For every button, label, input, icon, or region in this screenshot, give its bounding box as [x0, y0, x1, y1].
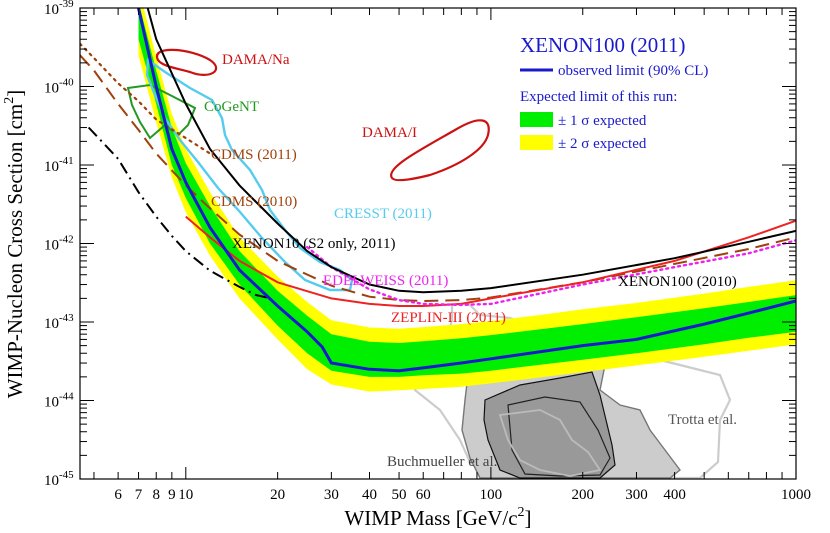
y-tick-label: 10-44: [44, 391, 74, 411]
legend-band2-label: ± 2 σ expected: [558, 136, 647, 152]
label-cogent: CoGeNT: [204, 99, 259, 115]
label-dama-na: DAMA/Na: [222, 52, 290, 68]
x-tick-label: 8: [152, 487, 160, 503]
label-zeplin: ZEPLIN-III (2011): [391, 310, 506, 326]
observed-limit-curve: [137, 8, 796, 373]
dama-na-region: [155, 48, 218, 77]
edelweiss-curve: [306, 239, 796, 307]
label-cresst: CRESST (2011): [334, 206, 432, 222]
y-tick-label: 10-39: [44, 0, 74, 18]
xenon10-curve: [87, 126, 272, 300]
x-tick-label: 1000: [781, 487, 811, 503]
y-tick-label: 10-43: [44, 312, 74, 332]
legend-title: XENON100 (2011): [520, 33, 685, 57]
x-tick-label: 50: [392, 487, 407, 503]
buchmueller-contour-dark: [507, 396, 611, 477]
x-tick-label: 30: [324, 487, 339, 503]
x-tick-label: 7: [135, 487, 143, 503]
label-xenon100-2010: XENON100 (2010): [618, 274, 737, 290]
dama-i-region: [390, 119, 490, 182]
susy-regions: [403, 301, 732, 479]
x-axis-label: WIMP Mass [GeV/c2]: [344, 505, 531, 530]
legend-observed-label: observed limit (90% CL): [558, 63, 708, 79]
legend-band1-label: ± 1 σ expected: [558, 113, 647, 129]
label-buchmueller: Buchmueller et al.: [387, 454, 497, 470]
cdms-2011-curve: [80, 42, 212, 155]
label-edelweiss: EDELWEISS (2011): [323, 273, 448, 289]
legend-band1-swatch: [520, 112, 553, 127]
y-tick-label: 10-45: [44, 469, 74, 489]
label-cdms-2010: CDMS (2010): [211, 194, 297, 210]
x-tick-label: 10: [178, 487, 193, 503]
y-axis-ticks: 10-39 10-40 10-41 10-42 10-43 10-44 10-45: [44, 0, 796, 489]
y-tick-label: 10-42: [44, 234, 74, 254]
legend: XENON100 (2011) observed limit (90% CL) …: [520, 33, 708, 152]
y-tick-label: 10-41: [44, 155, 74, 175]
limit-curves: [80, 8, 796, 373]
band-2sigma: [138, 8, 796, 392]
y-tick-label: 10-40: [44, 77, 74, 97]
legend-expected-heading: Expected limit of this run:: [520, 89, 677, 105]
y-axis-label: WIMP-Nucleon Cross Section [cm2]: [2, 90, 27, 399]
x-tick-label: 6: [114, 487, 122, 503]
x-tick-label: 300: [625, 487, 648, 503]
x-tick-label: 60: [416, 487, 431, 503]
x-tick-label: 9: [168, 487, 176, 503]
trotta-contour-light: [498, 409, 602, 477]
label-dama-i: DAMA/I: [362, 125, 417, 141]
annotations: DAMA/Na CoGeNT CDMS (2011) CDMS (2010) D…: [204, 52, 737, 470]
x-tick-label: 20: [270, 487, 285, 503]
band-1sigma: [138, 8, 796, 377]
x-axis-ticks: 6 7 8 9 10 20 30 40 50 60 100 200 300 400 1000: [93, 8, 811, 503]
x-tick-label: 100: [480, 487, 503, 503]
x-tick-label: 40: [362, 487, 377, 503]
label-trotta: Trotta et al.: [668, 412, 737, 428]
x-tick-label: 200: [571, 487, 594, 503]
label-xenon10: XENON10 (S2 only, 2011): [232, 236, 395, 252]
legend-band2-swatch: [520, 135, 553, 150]
buchmueller-region-inner: [483, 371, 616, 479]
x-tick-label: 400: [663, 487, 686, 503]
label-cdms-2011: CDMS (2011): [211, 147, 297, 163]
zeplin-curve: [185, 215, 796, 307]
xenon100-2010-curve: [146, 8, 796, 294]
